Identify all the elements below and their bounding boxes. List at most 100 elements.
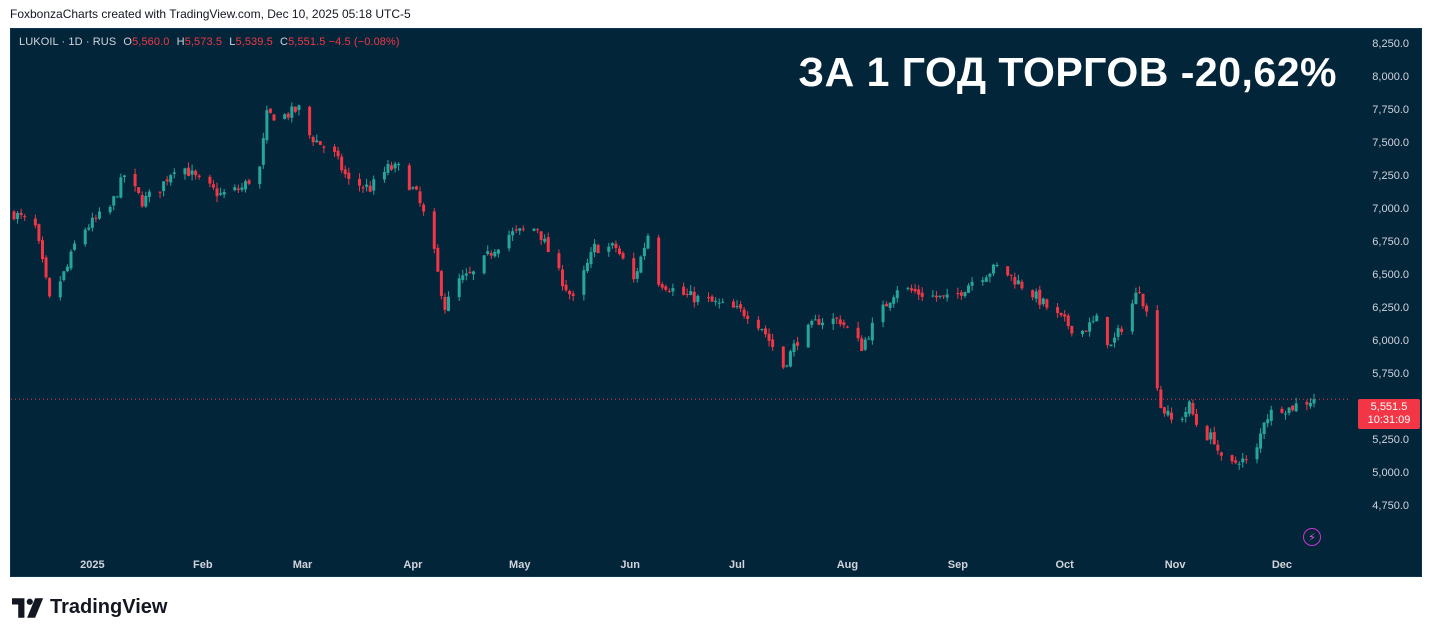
- candle-body: [689, 291, 693, 296]
- candle-body: [432, 211, 436, 249]
- candle-body: [16, 212, 20, 220]
- candle: [233, 184, 237, 192]
- candle: [568, 289, 572, 300]
- high-value: 5,573.5: [184, 36, 223, 48]
- candle-body: [286, 113, 290, 118]
- candle: [1137, 286, 1141, 294]
- candle-body: [1059, 312, 1063, 316]
- candle-body: [1216, 444, 1220, 451]
- candle-body: [144, 195, 148, 207]
- candle-body: [1287, 407, 1291, 413]
- candle: [660, 281, 664, 291]
- candle: [322, 145, 326, 154]
- chart-frame[interactable]: 8,250.0 8,000.0 7,750.0 7,500.0 7,250.0 7,000…: [10, 28, 1422, 577]
- candle-body: [69, 251, 73, 269]
- candle-body: [365, 184, 369, 187]
- candle: [197, 174, 201, 180]
- candle: [311, 135, 315, 146]
- candle: [767, 328, 771, 347]
- candle-body: [710, 296, 714, 302]
- candle: [318, 141, 322, 145]
- candle-body: [283, 114, 287, 119]
- candle: [386, 159, 390, 176]
- tradingview-brand[interactable]: TradingView: [12, 596, 167, 619]
- candle: [671, 283, 675, 297]
- candle-body: [37, 224, 41, 241]
- candle-body: [393, 163, 397, 169]
- candle: [258, 166, 262, 189]
- candle-body: [140, 194, 144, 207]
- candle-body: [1187, 401, 1191, 414]
- candle-body: [1006, 266, 1010, 276]
- candle: [144, 191, 148, 208]
- candle: [461, 269, 465, 283]
- candle: [190, 164, 194, 181]
- candle: [122, 174, 126, 183]
- candle: [1280, 406, 1284, 414]
- candle-body: [1191, 403, 1195, 415]
- candle-body: [796, 342, 800, 346]
- candle: [521, 225, 525, 232]
- candle-body: [792, 343, 796, 352]
- x-tick-label: Oct: [1056, 559, 1075, 571]
- candle-body: [771, 339, 775, 348]
- candle: [368, 180, 372, 193]
- low-value: 5,539.5: [235, 36, 273, 48]
- candle-body: [767, 333, 771, 341]
- candle-body: [194, 170, 198, 176]
- candle-body: [617, 248, 621, 254]
- candle-body: [468, 271, 472, 273]
- candle: [268, 108, 272, 114]
- candle: [73, 240, 77, 251]
- candle-body: [756, 319, 760, 329]
- candle-body: [717, 302, 721, 304]
- candle: [1155, 305, 1159, 392]
- candle: [347, 167, 351, 185]
- candle-body: [1280, 408, 1284, 413]
- candle-body: [73, 243, 77, 250]
- candle: [414, 185, 418, 191]
- candle: [1287, 407, 1291, 416]
- candle-body: [247, 180, 251, 184]
- high-label: H: [176, 36, 185, 48]
- candle: [1080, 329, 1084, 337]
- candle: [614, 240, 618, 253]
- candle-body: [1088, 322, 1092, 332]
- candle-body: [589, 252, 593, 265]
- candle-body: [560, 269, 564, 287]
- candle-body: [411, 187, 415, 189]
- candle: [532, 228, 536, 232]
- candle-body: [48, 278, 52, 297]
- candle: [970, 277, 974, 291]
- candle-body: [162, 181, 166, 192]
- candle-body: [1031, 290, 1035, 298]
- candle: [1130, 299, 1134, 335]
- candle: [539, 231, 543, 245]
- candle-body: [44, 257, 48, 278]
- candle-body: [1038, 289, 1042, 305]
- candle-body: [1291, 405, 1295, 411]
- candle: [261, 132, 265, 169]
- candle: [1237, 461, 1241, 470]
- candle-body: [831, 318, 835, 325]
- candle: [1241, 453, 1245, 468]
- candle-body: [19, 212, 23, 216]
- candle-body: [386, 163, 390, 173]
- candle-body: [842, 322, 846, 326]
- lightning-icon[interactable]: ⚡: [1303, 528, 1321, 546]
- candle: [1116, 324, 1120, 341]
- candle-body: [215, 188, 219, 197]
- candle-body: [219, 193, 223, 195]
- candle-body: [1095, 315, 1099, 322]
- candle-body: [390, 165, 394, 170]
- candle: [33, 214, 37, 229]
- candlestick-chart[interactable]: 8,250.0 8,000.0 7,750.0 7,500.0 7,250.0 7,000…: [11, 29, 1423, 578]
- candle: [1187, 399, 1191, 417]
- candle-body: [532, 228, 536, 231]
- candle-body: [632, 258, 636, 280]
- candle-body: [1305, 402, 1309, 405]
- candle-body: [739, 304, 743, 309]
- candle: [817, 314, 821, 326]
- candle-body: [585, 262, 589, 272]
- candle-body: [642, 247, 646, 257]
